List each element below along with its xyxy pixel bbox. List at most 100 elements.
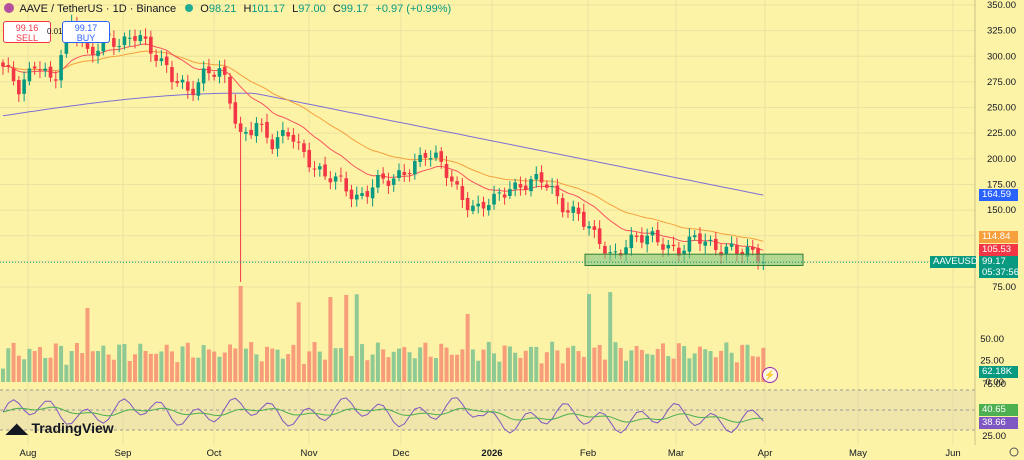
volume-bar [444,347,449,382]
volume-bar [196,357,201,382]
volume-bar [708,351,713,382]
candle-body [745,246,750,257]
volume-bar [6,348,11,382]
candle-body [32,66,37,69]
volume-bar [301,363,306,382]
volume-bar [307,351,312,382]
volume-bar [449,354,454,382]
volume-bar [671,358,676,382]
volume-bar [164,344,169,382]
volume-bar [428,356,433,382]
volume-bar [238,286,243,382]
candle-body [38,69,42,71]
volume-bar [159,351,164,382]
tradingview-logo-icon: ◢◣ [6,420,32,436]
candle-body [344,178,348,192]
candle-body [724,246,729,255]
volume-bar [608,292,613,382]
candle-body [714,238,718,251]
volume-bar [85,307,90,382]
candle-body [428,158,433,160]
volume-bar [328,297,333,382]
candle-body [740,252,744,256]
candle-body [729,243,734,247]
price-tick-label: 175.00 [987,179,1016,190]
last-price-label: 99.17 05:37:56 [979,256,1019,278]
candle-body [54,79,58,81]
volume-axis: 50.00 25.00 0.00 [980,334,1004,388]
candle-body [666,244,671,249]
high-label: H [243,3,252,15]
volume-bar [148,353,153,382]
candle-body [698,233,702,244]
volume-bar [756,356,761,382]
candle-body [502,194,507,198]
symbol-header[interactable]: AAVE / TetherUS · 1D · Binance O98.21 H1… [4,3,455,15]
time-axis[interactable]: Aug Sep Oct Nov Dec 2026 Feb Mar Apr May Jun [20,447,1019,459]
volume-bar [1,368,5,382]
candle-body [17,79,21,95]
candle-body [360,193,364,196]
candle-body [244,131,248,134]
candle-body [238,123,243,132]
volume-bar [402,347,407,382]
last-price-value: 99.17 [982,256,1006,267]
buy-button[interactable]: 99.17 BUY [62,21,110,43]
volume-bar [523,350,528,382]
rsi-tick-label: 75.00 [982,379,1006,390]
symbol-title[interactable]: AAVE / TetherUS · 1D · Binance [19,3,177,15]
candle-body [180,79,185,83]
candle-body [592,226,597,230]
volume-bar [291,344,296,382]
price-tick-label: 325.00 [987,26,1016,37]
volume-bar [154,353,159,382]
volume-bar [80,353,85,382]
volume-bar [90,351,95,382]
candle-body [207,66,211,74]
volume-label: 62.18K [979,366,1018,378]
time-tick-label: Jun [945,448,960,459]
volume-bar [249,342,254,382]
volume-bar [465,313,470,382]
tradingview-logo[interactable]: ◢◣ TradingView [6,420,114,437]
candle-body [465,197,470,211]
flash-icon[interactable]: ⚡ [762,367,778,383]
candle-body [576,207,581,214]
candle-body [349,189,354,200]
support-zone[interactable] [584,253,804,266]
sell-button[interactable]: 99.16 SELL [3,21,51,43]
volume-bar [117,344,122,382]
low-label: L [292,3,299,15]
volume-bar [761,347,766,382]
candle-body [476,203,480,207]
candle-body [735,244,739,255]
candle-body [275,137,280,149]
volume-bar [650,354,655,382]
volume-bar [312,341,317,382]
price-tick-label: 350.00 [987,0,1016,11]
ema-slow-line [3,50,764,242]
volume-bar [624,360,629,382]
time-tick-label: Aug [20,448,37,459]
candle-body [328,178,333,183]
axis-settings-icon[interactable] [1009,447,1019,457]
candle-body [460,186,465,200]
candle-body [661,244,665,250]
volume-bar [576,351,581,382]
volume-bar [53,343,58,382]
time-tick-label: Nov [301,448,318,459]
volume-bar [581,356,586,382]
volume-bar [497,361,502,382]
volume-bar [344,294,349,382]
volume-bar [555,350,560,382]
volume-bar [317,351,322,382]
candle-body [90,46,95,55]
candle-body [513,182,517,190]
price-tick-label: 300.00 [987,51,1016,62]
volume-bar [275,349,280,382]
volume-bar [365,360,370,382]
sell-price: 99.16 [15,23,39,33]
candle-body [281,129,285,136]
volume-bar [265,346,269,382]
